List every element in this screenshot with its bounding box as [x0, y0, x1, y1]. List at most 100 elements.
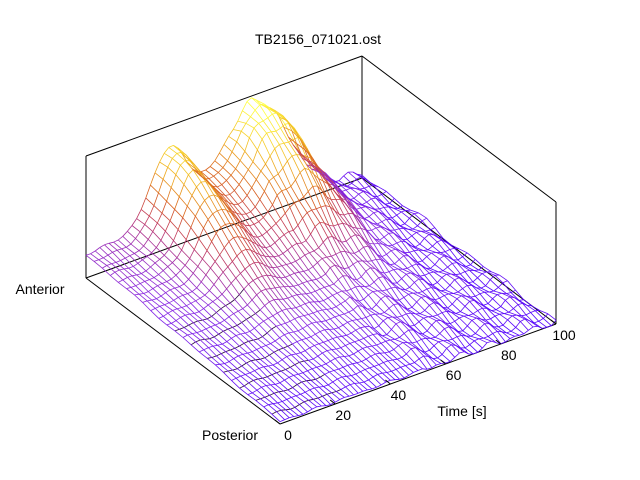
mesh-line-time	[340, 345, 346, 349]
mesh-line-time	[381, 191, 387, 195]
x-tick-mark	[274, 419, 281, 425]
mesh-line-time	[104, 242, 110, 246]
mesh-line-across	[418, 321, 428, 332]
mesh-line-across	[163, 152, 173, 159]
mesh-line-time	[479, 291, 485, 295]
mesh-line-time	[168, 240, 174, 250]
mesh-line-time	[333, 368, 339, 371]
mesh-line-across	[309, 252, 318, 263]
mesh-line-across	[204, 294, 214, 302]
mesh-line-time	[166, 278, 172, 282]
mesh-line-across	[311, 209, 321, 223]
mesh-line-across	[479, 327, 489, 337]
mesh-line-across	[296, 154, 306, 169]
mesh-line-across	[379, 239, 388, 246]
mesh-line-time	[180, 314, 186, 318]
mesh-line-across	[390, 339, 399, 346]
mesh-line-time	[500, 300, 506, 307]
mesh-line-across	[460, 273, 469, 283]
mesh-line-time	[130, 285, 136, 288]
mesh-line-time	[368, 376, 374, 381]
mesh-line-across	[244, 268, 254, 281]
mesh-line-time	[459, 351, 465, 354]
mesh-line-across	[324, 287, 333, 296]
mesh-line-across	[230, 174, 240, 185]
mesh-line-time	[313, 397, 319, 400]
mesh-line-time	[368, 185, 374, 187]
mesh-line-time	[219, 144, 225, 154]
mesh-line-across	[258, 123, 267, 134]
mesh-line-time	[248, 339, 254, 342]
mesh-line-across	[192, 169, 202, 183]
mesh-line-time	[124, 267, 129, 270]
mesh-line-time	[385, 379, 391, 383]
mesh-line-across	[121, 248, 131, 257]
mesh-line-time	[434, 297, 440, 301]
x-tick-label: 60	[446, 367, 462, 383]
mesh-line-across	[501, 292, 511, 298]
mesh-line-across	[346, 185, 356, 189]
mesh-line-time	[294, 200, 300, 204]
mesh-line-across	[364, 286, 374, 292]
mesh-line-across	[180, 317, 189, 326]
mesh-line-across	[428, 356, 437, 366]
mesh-line-across	[401, 211, 410, 219]
mesh-line-across	[301, 242, 310, 253]
mesh-line-across	[431, 252, 440, 260]
mesh-line-across	[363, 246, 372, 262]
mesh-line-across	[281, 401, 291, 410]
mesh-line-across	[199, 297, 209, 306]
mesh-line-time	[373, 211, 379, 214]
mesh-line-time	[218, 330, 224, 335]
mesh-line-time	[232, 120, 239, 130]
mesh-line-across	[123, 268, 133, 277]
mesh-line-across	[322, 171, 332, 182]
mesh-line-across	[183, 283, 193, 292]
mesh-line-across	[389, 296, 399, 305]
mesh-line-time	[287, 245, 293, 251]
mesh-line-time	[372, 290, 378, 292]
mesh-line-across	[394, 229, 403, 240]
mesh-line-time	[263, 318, 269, 322]
mesh-line-time	[330, 358, 336, 362]
mesh-line-across	[421, 220, 431, 231]
mesh-line-across	[422, 333, 431, 339]
mesh-line-across	[317, 165, 326, 174]
mesh-line-across	[425, 267, 434, 273]
mesh-line-time	[299, 360, 305, 363]
mesh-line-time	[266, 227, 272, 233]
mesh-line-across	[401, 357, 411, 365]
mesh-line-across	[478, 338, 488, 344]
mesh-line-across	[489, 279, 499, 288]
mesh-line-across	[357, 350, 367, 360]
mesh-line-across	[334, 185, 343, 194]
mesh-line-across	[292, 230, 302, 244]
mesh-line-across	[363, 299, 373, 310]
mesh-line-time	[302, 281, 308, 284]
mesh-line-time	[180, 265, 186, 271]
mesh-line-time	[394, 337, 400, 340]
mesh-line-across	[175, 320, 185, 328]
mesh-line-across	[300, 305, 309, 315]
mesh-line-across	[302, 218, 311, 235]
mesh-line-across	[458, 277, 468, 286]
mesh-line-across	[275, 223, 285, 235]
mesh-line-across	[409, 287, 418, 294]
mesh-line-across	[259, 358, 269, 367]
mesh-line-time	[328, 225, 334, 227]
mesh-line-across	[289, 207, 299, 226]
mesh-line-across	[221, 209, 231, 224]
mesh-line-across	[484, 323, 494, 334]
mesh-line-time	[164, 302, 170, 306]
mesh-line-time	[264, 180, 270, 192]
mesh-line-time	[360, 206, 366, 209]
mesh-line-time	[190, 300, 196, 304]
mesh-line-across	[443, 255, 453, 264]
mesh-line-across	[373, 281, 383, 292]
mesh-line-time	[422, 368, 428, 370]
mesh-line-time	[284, 417, 290, 421]
mesh-line-across	[273, 392, 283, 402]
mesh-line-time	[143, 291, 149, 294]
mesh-line-across	[127, 231, 136, 239]
mesh-line-across	[430, 268, 439, 273]
